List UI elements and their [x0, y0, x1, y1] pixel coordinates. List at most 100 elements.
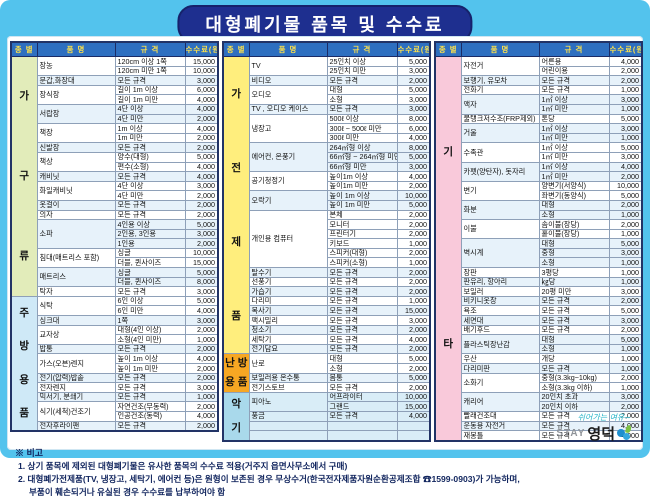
fee-row: 수족관 1㎡ 이상 5,000 — [435, 142, 643, 163]
column-header: 수수료(원) — [608, 41, 643, 57]
fee-cell: 10,000 — [396, 391, 431, 403]
fee-cell: 2,000 — [396, 276, 431, 288]
fee-row: 장판 3평당 1,000 — [435, 267, 643, 278]
fee-cell: 2,000 — [396, 286, 431, 297]
fee-row: 가 구 류 장농 120cm 이상 1쪽 15,000 — [10, 55, 219, 297]
item-name-cell: TV , 오디오 케이스 — [248, 103, 328, 115]
spec-cell: 모든 규격 — [114, 286, 186, 297]
spec-cell: 어린이용 — [538, 65, 610, 77]
spec-cell: 홑이불(장당) — [538, 228, 610, 240]
spec-cell: 120cm 이상 1쪽 — [114, 56, 186, 67]
spec-cell: 모든 규격 — [114, 391, 186, 403]
item-name-cell: TV — [248, 55, 328, 77]
fee-row: 전기(압력)밥솥 모든 규격 2,000 — [11, 372, 219, 384]
spec-cell: 스피커(대형) — [326, 247, 398, 259]
fee-cell: 3,000 — [184, 180, 219, 192]
fee-row: 신발장 모든 규격 2,000 — [11, 142, 219, 153]
item-name-cell: 보일러 — [460, 286, 540, 297]
column-header: 품 명 — [460, 41, 540, 57]
spec-cell: 2인용, 3인용 — [114, 228, 186, 240]
column-header: 수수료(원) — [184, 41, 219, 57]
spec-cell: 1㎡ 이상 — [538, 142, 610, 153]
spec-cell: 대형 — [326, 84, 398, 96]
fee-cell: 1,000 — [396, 238, 431, 249]
fee-cell: 2,000 — [608, 171, 643, 182]
item-name-cell: 다리미 — [248, 295, 328, 307]
fee-cell: 1,000 — [608, 267, 643, 278]
fee-row: 전화기 모든 규격 1,000 — [435, 84, 643, 96]
fee-row: 밥통 모든 규격 2,000 — [11, 343, 219, 355]
fee-cell: 5,000 — [396, 199, 431, 211]
spec-cell: 1인용 — [114, 238, 186, 249]
spec-cell: 모든 규격 — [114, 75, 186, 86]
fee-cell: 2,000 — [184, 199, 219, 211]
spec-cell: 300ℓ 미만 — [326, 132, 398, 144]
spec-cell: 대형 — [326, 353, 398, 364]
item-name-cell: 우산 — [460, 353, 540, 364]
item-name-cell: 배기후드 — [460, 324, 540, 336]
fee-cell: 4,000 — [608, 161, 643, 173]
fee-row: 오락기 높이 1m 이상 10,000 — [223, 190, 431, 211]
fee-cell: 2,000 — [184, 420, 219, 432]
spec-cell: 높이 1m 미만 — [114, 363, 186, 374]
fee-cell: 1,000 — [608, 257, 643, 269]
item-name-cell: 운동용 자전거 — [460, 420, 540, 432]
fee-cell: 2,000 — [184, 238, 219, 249]
fee-cell: 3,000 — [608, 94, 643, 105]
fee-cell: 4,000 — [184, 123, 219, 134]
empty-cell — [396, 420, 431, 432]
spec-cell: 높이 1m 이상 — [326, 190, 398, 201]
fee-row: 책상 양수(대형) 5,000 — [11, 151, 219, 173]
fee-cell: 2,000 — [184, 324, 219, 336]
spec-cell: 모든 규격 — [538, 324, 610, 336]
fee-cell: 2,000 — [184, 132, 219, 144]
fee-cell: 1,000 — [608, 209, 643, 221]
fee-cell: 2,000 — [608, 219, 643, 230]
fee-cell: 1,000 — [608, 382, 643, 393]
fee-cell: 3,000 — [184, 75, 219, 86]
logo-stay-text: STAY — [556, 428, 586, 439]
spec-cell: 1㎡ 이상 — [538, 161, 610, 173]
item-name-cell: 오디오 — [248, 84, 328, 105]
fee-row: 냉장고 500ℓ 이상 8,000 — [223, 113, 431, 144]
spec-cell: 500ℓ 이상 — [326, 113, 398, 125]
fee-row: 청소기 모든 규격 2,000 — [223, 324, 431, 336]
fee-row: 옷걸이 모든 규격 2,000 — [11, 199, 219, 211]
fee-cell: 1,000 — [608, 228, 643, 240]
fee-row: 가스(오븐)렌지 높이 1m 이상 4,000 — [11, 353, 219, 374]
spec-cell: 1㎡ 이상 — [538, 94, 610, 105]
spec-cell: 길이 1m 이상 — [114, 84, 186, 96]
spec-cell: 4단 미만 — [114, 190, 186, 201]
note-line-2: 2. 대형폐가전제품(TV, 냉장고, 세탁기, 에어컨 등)은 원형이 보존된… — [18, 474, 520, 485]
fee-cell: 2,000 — [608, 199, 643, 211]
item-name-cell: 비디오 — [248, 75, 328, 86]
spec-cell: 모든 규격 — [114, 209, 186, 221]
fee-row: 다리미판 모든 규격 1,000 — [435, 363, 643, 374]
column-header: 품 명 — [36, 41, 116, 57]
item-name-cell: 책상 — [36, 151, 116, 173]
fee-cell: 1,000 — [608, 343, 643, 355]
item-name-cell: 에어컨, 온풍기 — [248, 142, 328, 173]
spec-cell: 모든 규격 — [326, 343, 398, 355]
item-name-cell: 빨래건조대 — [460, 410, 540, 422]
fee-row: 침대(매트리스 포함) 싱글 10,000 — [11, 247, 219, 269]
spec-cell: 높이1m 미만 — [326, 180, 398, 192]
fee-cell: 2,000 — [608, 372, 643, 384]
fee-row-empty — [223, 430, 431, 442]
fee-cell: 4,000 — [184, 103, 219, 115]
spec-cell: 25인치 이상 — [326, 56, 398, 67]
fee-row: 공기청정기 높이1m 이상 4,000 — [223, 171, 431, 192]
spec-cell: 모든 규격 — [326, 276, 398, 288]
fee-cell: 5,000 — [396, 151, 431, 163]
fee-row: 판유리, 항아리 ㎏당 1,000 — [435, 276, 643, 288]
fee-row: 악 기 피아노 어프라이터 10,000 — [222, 391, 431, 442]
fee-cell: 5,000 — [608, 238, 643, 249]
spec-cell: 더블, 퀸사이즈 — [114, 257, 186, 269]
logo-wordmark: STAY 영덕 — [556, 423, 632, 444]
fee-cell: 1,000 — [608, 103, 643, 115]
item-name-cell: 전자렌지 — [36, 382, 116, 393]
spec-cell: 키보드 — [326, 238, 398, 249]
fee-row: 다리미 모든 규격 1,000 — [223, 295, 431, 307]
